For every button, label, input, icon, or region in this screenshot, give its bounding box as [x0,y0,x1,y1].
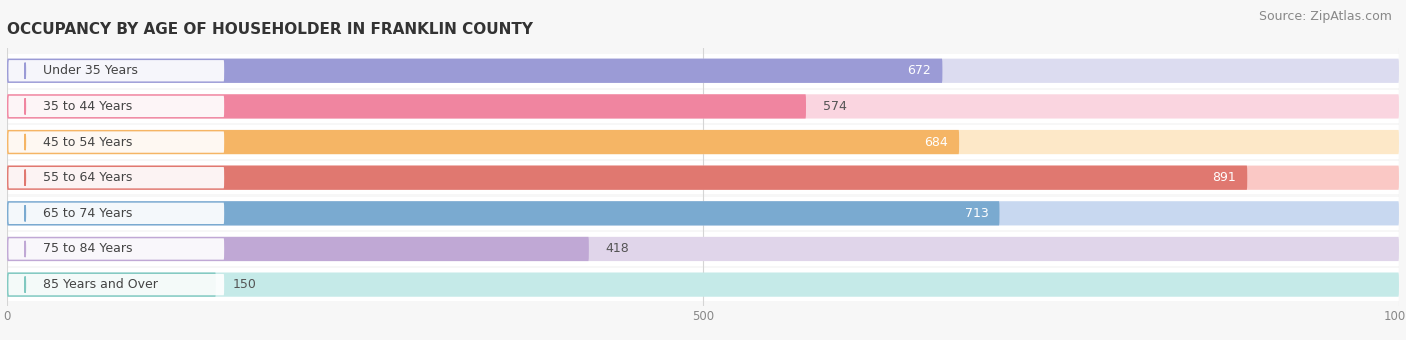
FancyBboxPatch shape [8,131,224,153]
Text: OCCUPANCY BY AGE OF HOUSEHOLDER IN FRANKLIN COUNTY: OCCUPANCY BY AGE OF HOUSEHOLDER IN FRANK… [7,22,533,37]
FancyBboxPatch shape [7,130,959,154]
FancyBboxPatch shape [7,201,1399,225]
FancyBboxPatch shape [8,203,224,224]
FancyBboxPatch shape [7,58,942,83]
FancyBboxPatch shape [7,237,589,261]
Text: 35 to 44 Years: 35 to 44 Years [44,100,132,113]
FancyBboxPatch shape [7,125,1399,159]
FancyBboxPatch shape [7,166,1247,190]
FancyBboxPatch shape [7,166,1399,190]
FancyBboxPatch shape [8,96,224,117]
Text: 418: 418 [606,242,630,255]
FancyBboxPatch shape [7,272,217,297]
Text: 713: 713 [965,207,988,220]
Text: Under 35 Years: Under 35 Years [44,64,138,77]
Text: 672: 672 [907,64,931,77]
Text: 85 Years and Over: 85 Years and Over [44,278,157,291]
FancyBboxPatch shape [8,60,224,82]
Text: 45 to 54 Years: 45 to 54 Years [44,136,132,149]
Text: 684: 684 [924,136,948,149]
FancyBboxPatch shape [8,274,224,295]
FancyBboxPatch shape [7,130,1399,154]
Text: 55 to 64 Years: 55 to 64 Years [44,171,132,184]
FancyBboxPatch shape [7,54,1399,87]
FancyBboxPatch shape [7,201,1000,225]
FancyBboxPatch shape [7,232,1399,266]
FancyBboxPatch shape [7,268,1399,301]
Text: 574: 574 [823,100,846,113]
FancyBboxPatch shape [7,237,1399,261]
FancyBboxPatch shape [7,161,1399,194]
FancyBboxPatch shape [7,58,1399,83]
FancyBboxPatch shape [7,272,1399,297]
Text: 891: 891 [1212,171,1236,184]
FancyBboxPatch shape [7,94,806,119]
FancyBboxPatch shape [7,90,1399,123]
FancyBboxPatch shape [8,238,224,260]
Text: Source: ZipAtlas.com: Source: ZipAtlas.com [1258,10,1392,23]
Text: 65 to 74 Years: 65 to 74 Years [44,207,132,220]
Text: 75 to 84 Years: 75 to 84 Years [44,242,132,255]
FancyBboxPatch shape [7,94,1399,119]
Text: 150: 150 [232,278,256,291]
FancyBboxPatch shape [8,167,224,188]
FancyBboxPatch shape [7,197,1399,230]
